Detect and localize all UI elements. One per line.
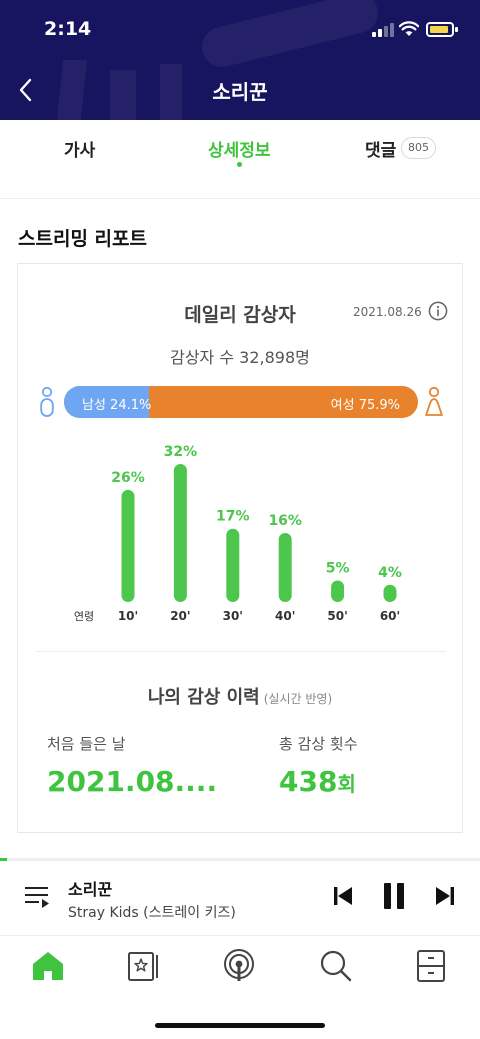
- age-bar: [278, 533, 292, 602]
- header-artwork: [110, 70, 136, 120]
- track-title: 소리꾼: [68, 880, 113, 899]
- first-listen-value: 2021.08....: [47, 765, 218, 798]
- gender-female-label: 여성 75.9%: [330, 398, 400, 413]
- age-bar-value-label: 5%: [326, 560, 350, 576]
- female-icon: [425, 386, 443, 416]
- age-chart-svg: 연령 26% 10' 32% 20' 17% 30' 16% 40' 5% 50' 4% 60': [74, 444, 402, 623]
- status-time: 2:14: [44, 18, 92, 40]
- card-title: 데일리 감상자: [184, 304, 296, 326]
- age-category-label: 60': [380, 609, 400, 623]
- header: 2:14 소리꾼: [0, 0, 480, 120]
- age-bar-value-label: 26%: [111, 470, 145, 486]
- age-category-label: 30': [223, 609, 243, 623]
- chevron-left-icon[interactable]: [14, 76, 42, 104]
- tab-lyrics[interactable]: 가사: [64, 141, 96, 161]
- signal-icon: [372, 23, 394, 37]
- total-count: 438회: [279, 765, 356, 798]
- gender-ratio-bar: 남성 24.1% 여성 75.9%: [64, 386, 418, 418]
- active-tab-indicator: [237, 162, 242, 167]
- age-bar-value-label: 16%: [268, 513, 302, 529]
- search-icon[interactable]: [318, 949, 354, 983]
- divider: [0, 198, 480, 199]
- total-count-value: 438: [279, 765, 338, 798]
- mini-player[interactable]: 소리꾼 Stray Kids (스트레이 키즈): [0, 861, 480, 936]
- age-bar: [121, 489, 135, 602]
- history-title: 나의 감상 이력 (실시간 반영): [18, 683, 462, 709]
- track-artist: Stray Kids (스트레이 키즈): [68, 905, 236, 921]
- male-icon: [40, 386, 54, 417]
- tab-comments[interactable]: 댓글: [365, 141, 397, 161]
- bottom-navigation: [0, 937, 480, 1039]
- page-title: 소리꾼: [212, 80, 268, 104]
- status-bar: 2:14: [0, 0, 480, 60]
- age-bar: [226, 528, 240, 602]
- podcast-icon[interactable]: [221, 949, 257, 983]
- storage-icon[interactable]: [413, 949, 449, 983]
- age-bar: [331, 580, 345, 602]
- pause-icon[interactable]: [382, 882, 406, 910]
- age-category-label: 50': [327, 609, 347, 623]
- first-listen-label: 처음 들은 날: [47, 735, 126, 753]
- header-artwork: [160, 64, 182, 120]
- playback-progress-fill: [0, 858, 8, 861]
- library-icon[interactable]: [125, 949, 161, 983]
- comment-count-badge: 805: [401, 137, 436, 159]
- age-category-label: 40': [275, 609, 295, 623]
- playback-progress-bar[interactable]: [0, 858, 480, 861]
- next-track-icon[interactable]: [434, 885, 456, 907]
- section-title: 스트리밍 리포트: [18, 228, 147, 250]
- previous-track-icon[interactable]: [332, 885, 354, 907]
- age-bar-value-label: 17%: [216, 509, 250, 525]
- age-axis-label: 연령: [74, 610, 94, 623]
- age-bar: [383, 584, 397, 602]
- tab-bar: 가사 상세정보 댓글 805: [0, 120, 480, 178]
- history-title-text: 나의 감상 이력: [147, 687, 260, 708]
- playlist-icon[interactable]: [24, 885, 50, 909]
- report-card: 데일리 감상자 2021.08.26 감상자 수 32,898명 남성 24.1…: [17, 263, 463, 833]
- report-date: 2021.08.26: [353, 305, 422, 319]
- home-icon[interactable]: [30, 949, 66, 983]
- age-bar-value-label: 32%: [164, 444, 198, 460]
- age-bar-chart: 연령 26% 10' 32% 20' 17% 30' 16% 40' 5% 50' 4% 60': [18, 434, 464, 634]
- gender-male-fill: [64, 386, 150, 418]
- gender-male-label: 남성 24.1%: [82, 398, 152, 413]
- home-indicator: [155, 1023, 325, 1028]
- tab-details[interactable]: 상세정보: [208, 141, 271, 161]
- age-bar: [173, 464, 187, 602]
- wifi-icon: [399, 21, 419, 36]
- listener-count: 감상자 수 32,898명: [170, 348, 310, 367]
- history-subtitle: (실시간 반영): [263, 692, 333, 706]
- total-count-unit: 회: [337, 772, 356, 796]
- age-category-label: 20': [170, 609, 190, 623]
- age-category-label: 10': [118, 609, 138, 623]
- total-count-label: 총 감상 횟수: [279, 735, 358, 753]
- info-icon[interactable]: [428, 301, 448, 321]
- battery-icon: [426, 22, 458, 37]
- age-bar-value-label: 4%: [378, 565, 402, 581]
- divider: [36, 651, 446, 652]
